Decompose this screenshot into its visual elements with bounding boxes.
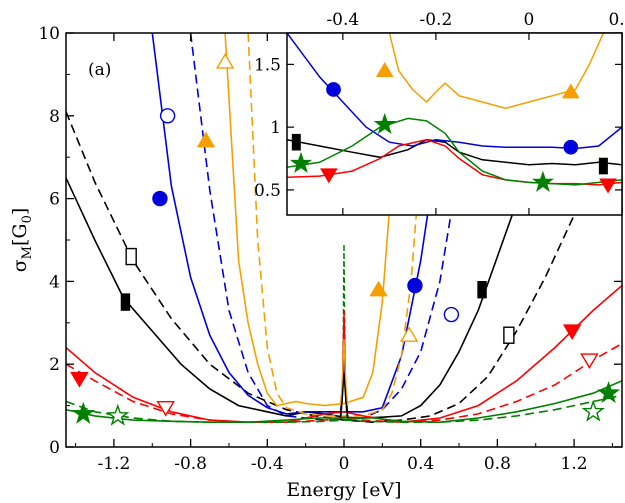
inset-background xyxy=(287,33,622,215)
main-axis-ticks: -1.2 -0.8 -0.4 0 0.4 0.8 1.2 0 2 4 6 8 10 xyxy=(38,24,622,474)
marker-inset-red-0 xyxy=(320,168,338,184)
marker-orange-solid-1 xyxy=(369,280,388,297)
inset-x-tick-label: 0 xyxy=(524,10,535,30)
marker-black-solid-0 xyxy=(120,293,131,311)
marker-inset-green-1 xyxy=(373,112,396,135)
y-tick-label: 8 xyxy=(49,107,60,127)
inset-y-tick-label: 1.5 xyxy=(254,55,281,75)
x-tick-label: -0.4 xyxy=(251,454,284,474)
inset-x-tick-label: 0.2 xyxy=(608,10,625,30)
x-tick-label: 0.8 xyxy=(484,454,511,474)
marker-inset-blue-0 xyxy=(326,82,341,97)
inset-plot-frame xyxy=(286,32,623,216)
y-axis-label-symbol: σ xyxy=(9,259,31,272)
marker-green-dashed-1 xyxy=(581,399,605,422)
series-line-blue-solid xyxy=(151,33,460,415)
marker-red-dashed-1 xyxy=(580,353,599,370)
inset-plot-markers xyxy=(289,62,617,194)
marker-inset-orange-0 xyxy=(375,62,394,78)
y-tick-label: 0 xyxy=(49,438,60,458)
x-tick-label: 1.2 xyxy=(561,454,588,474)
x-tick-label: -0.8 xyxy=(174,454,207,474)
y-axis-label-unit-open: [G xyxy=(9,223,31,246)
marker-inset-green-2 xyxy=(531,170,554,192)
x-tick-label: -1.2 xyxy=(98,454,131,474)
marker-blue-solid-1 xyxy=(407,277,423,294)
marker-red-solid-0 xyxy=(70,371,89,388)
series-line-red-solid xyxy=(66,284,622,424)
x-axis-label: Energy [eV] xyxy=(286,479,401,501)
marker-black-dashed-0 xyxy=(125,247,137,266)
marker-inset-green-0 xyxy=(289,151,313,173)
marker-blue-solid-0 xyxy=(152,190,168,207)
y-axis-label-unit-subscript: 0 xyxy=(20,215,35,223)
y-axis-label: σM[G0] xyxy=(9,208,35,273)
marker-inset-blue-1 xyxy=(563,139,579,155)
marker-blue-dashed-0 xyxy=(159,108,176,124)
inset-y-tick-label: 0.5 xyxy=(254,181,281,201)
inset-plot: -0.4 -0.2 0 0.2 0.5 1 1.5 xyxy=(254,10,625,216)
marker-orange-dashed-1 xyxy=(399,326,419,342)
marker-orange-dashed-0 xyxy=(215,52,235,69)
main-plot-curves xyxy=(66,33,622,424)
y-tick-label: 10 xyxy=(38,24,60,44)
marker-orange-solid-0 xyxy=(196,131,216,148)
zero-bias-spike-orange xyxy=(339,339,349,406)
series-line-green-dashed xyxy=(66,394,622,423)
series-line-orange-solid xyxy=(224,33,403,407)
inset-y-tick-label: 1 xyxy=(270,118,281,138)
zero-bias-spike-black xyxy=(339,372,349,419)
y-tick-label: 2 xyxy=(49,355,60,375)
marker-blue-dashed-1 xyxy=(443,306,460,323)
marker-green-solid-1 xyxy=(597,381,621,404)
x-tick-label: 0 xyxy=(339,454,350,474)
marker-red-dashed-0 xyxy=(156,400,175,417)
inset-x-tick-label: -0.4 xyxy=(326,10,359,30)
y-tick-label: 4 xyxy=(49,272,60,292)
marker-black-solid-1 xyxy=(477,280,487,299)
x-tick-label: 0.4 xyxy=(407,454,434,474)
main-plot-markers xyxy=(70,52,621,426)
inset-x-tick-label: -0.2 xyxy=(419,10,452,30)
marker-inset-red-1 xyxy=(599,178,617,194)
y-tick-label: 6 xyxy=(49,190,60,210)
series-line-orange-dashed xyxy=(247,33,432,417)
panel-label: (a) xyxy=(88,60,111,80)
y-axis-label-subscript: M xyxy=(20,246,35,259)
marker-inset-orange-1 xyxy=(561,83,580,99)
marker-green-solid-0 xyxy=(71,401,95,424)
series-line-inset-green xyxy=(287,117,622,186)
series-line-red-dashed xyxy=(66,342,622,424)
series-line-inset-red xyxy=(287,138,622,186)
marker-inset-black-1 xyxy=(598,157,608,175)
marker-red-solid-1 xyxy=(562,324,582,341)
inset-axis-ticks: -0.4 -0.2 0 0.2 0.5 1 1.5 xyxy=(254,10,625,215)
inset-plot-curves xyxy=(287,33,622,186)
marker-green-dashed-0 xyxy=(106,403,130,426)
marker-black-dashed-1 xyxy=(503,326,515,344)
series-line-green-solid xyxy=(66,380,622,424)
y-axis-label-unit-close: ] xyxy=(9,208,31,215)
marker-inset-black-0 xyxy=(291,133,301,151)
